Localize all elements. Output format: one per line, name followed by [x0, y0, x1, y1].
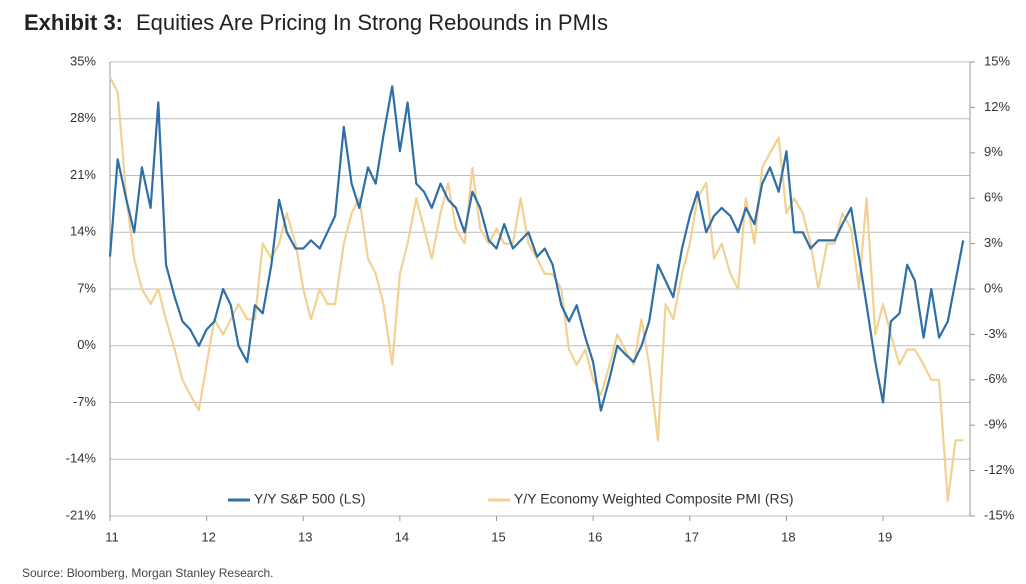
y2-tick-label: 15% — [984, 53, 1010, 68]
y-tick-label: 21% — [70, 167, 96, 182]
x-tick-label: 16 — [588, 529, 602, 544]
y2-tick-label: 9% — [984, 144, 1003, 159]
y2-tick-label: -15% — [984, 507, 1015, 522]
source: Source: Bloomberg, Morgan Stanley Resear… — [22, 566, 273, 580]
y2-tick-label: 6% — [984, 190, 1003, 205]
y-tick-label: 28% — [70, 110, 96, 125]
y2-tick-label: -12% — [984, 462, 1015, 477]
y2-tick-label: -3% — [984, 326, 1008, 341]
y2-tick-label: 0% — [984, 280, 1003, 295]
y2-tick-label: 12% — [984, 99, 1010, 114]
legend-label: Y/Y S&P 500 (LS) — [254, 491, 366, 507]
x-tick-label: 14 — [395, 529, 409, 544]
y-tick-label: 7% — [77, 280, 96, 295]
x-tick-label: 18 — [781, 529, 795, 544]
x-tick-label: 15 — [491, 529, 505, 544]
y2-tick-label: -6% — [984, 371, 1008, 386]
title-label: Exhibit 3: — [24, 10, 123, 35]
x-tick-label: 17 — [685, 529, 699, 544]
legend-label: Y/Y Economy Weighted Composite PMI (RS) — [514, 491, 794, 507]
y-tick-label: -14% — [66, 451, 97, 466]
y-tick-label: -7% — [73, 394, 97, 409]
y-tick-label: 35% — [70, 53, 96, 68]
x-tick-label: 19 — [878, 529, 892, 544]
y-tick-label: 14% — [70, 224, 96, 239]
y-tick-label: 0% — [77, 337, 96, 352]
x-tick-label: 12 — [201, 529, 215, 544]
y2-tick-label: -9% — [984, 417, 1008, 432]
x-tick-label: 13 — [298, 529, 312, 544]
y-tick-label: -21% — [66, 507, 97, 522]
x-tick-label: 11 — [105, 529, 119, 544]
chart-title: Equities Are Pricing In Strong Rebounds … — [136, 10, 608, 35]
line-series — [108, 85, 965, 412]
y2-tick-label: 3% — [984, 235, 1003, 250]
